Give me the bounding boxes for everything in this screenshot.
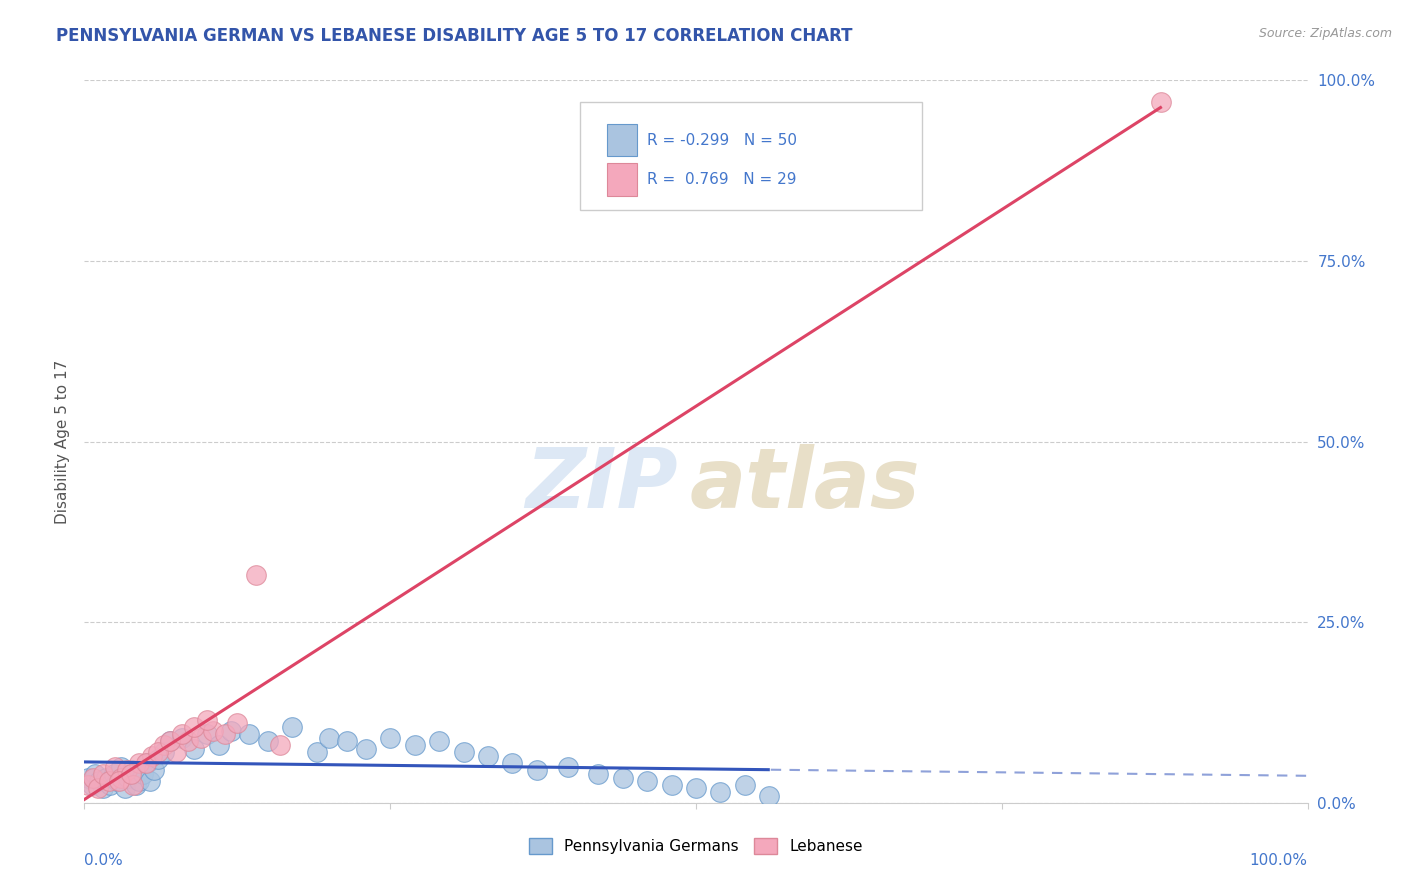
Point	[1150, 95, 1173, 109]
Point	[125, 778, 148, 792]
Point	[238, 727, 260, 741]
Point	[87, 774, 110, 789]
Point	[453, 745, 475, 759]
Point	[557, 760, 579, 774]
Point	[269, 738, 291, 752]
FancyBboxPatch shape	[579, 102, 922, 211]
Point	[526, 764, 548, 778]
Point	[427, 734, 450, 748]
Point	[636, 774, 658, 789]
Text: 0.0%: 0.0%	[84, 854, 124, 869]
Point	[153, 745, 176, 759]
Point	[91, 767, 114, 781]
Point	[141, 748, 163, 763]
Point	[219, 723, 242, 738]
Legend: Pennsylvania Germans, Lebanese: Pennsylvania Germans, Lebanese	[523, 832, 869, 860]
Point	[135, 756, 157, 770]
Point	[146, 752, 169, 766]
Point	[734, 778, 756, 792]
Point	[105, 774, 128, 789]
Point	[612, 771, 634, 785]
Point	[114, 781, 136, 796]
Point	[685, 781, 707, 796]
Text: R =  0.769   N = 29: R = 0.769 N = 29	[647, 172, 797, 187]
Point	[195, 727, 218, 741]
Point	[257, 734, 280, 748]
Point	[135, 756, 157, 770]
Point	[122, 778, 145, 792]
Point	[354, 741, 377, 756]
Text: R = -0.299   N = 50: R = -0.299 N = 50	[647, 133, 797, 148]
Point	[82, 771, 104, 785]
Point	[502, 756, 524, 770]
FancyBboxPatch shape	[606, 124, 637, 156]
Point	[110, 760, 132, 774]
Point	[190, 731, 212, 745]
Point	[104, 760, 127, 774]
Point	[143, 764, 166, 778]
Point	[115, 764, 138, 778]
Point	[120, 767, 142, 781]
Point	[586, 767, 609, 781]
Point	[84, 767, 107, 781]
Point	[96, 771, 118, 785]
Point	[128, 756, 150, 770]
Point	[159, 734, 181, 748]
Point	[195, 713, 218, 727]
Point	[91, 781, 114, 796]
Point	[661, 778, 683, 792]
Point	[172, 727, 194, 741]
Point	[380, 731, 402, 745]
Point	[305, 745, 328, 759]
Point	[77, 778, 100, 792]
Point	[172, 731, 194, 745]
Text: ZIP: ZIP	[524, 444, 678, 525]
Text: atlas: atlas	[690, 444, 921, 525]
Point	[132, 767, 155, 781]
Point	[177, 734, 200, 748]
Text: Source: ZipAtlas.com: Source: ZipAtlas.com	[1258, 27, 1392, 40]
Point	[110, 771, 132, 785]
Point	[77, 771, 100, 785]
Point	[139, 774, 162, 789]
Point	[80, 778, 103, 792]
Point	[165, 745, 187, 759]
Point	[245, 568, 267, 582]
Point	[183, 720, 205, 734]
Point	[709, 785, 731, 799]
Point	[121, 764, 143, 778]
Point	[201, 723, 224, 738]
Point	[98, 778, 121, 792]
Text: 100.0%: 100.0%	[1250, 854, 1308, 869]
Point	[159, 734, 181, 748]
Point	[404, 738, 426, 752]
Point	[758, 789, 780, 803]
Point	[318, 731, 340, 745]
Point	[97, 774, 120, 789]
Point	[208, 738, 231, 752]
Point	[128, 774, 150, 789]
Point	[183, 741, 205, 756]
Point	[107, 774, 129, 789]
Point	[87, 781, 110, 796]
Y-axis label: Disability Age 5 to 17: Disability Age 5 to 17	[55, 359, 70, 524]
Point	[226, 716, 249, 731]
Point	[281, 720, 304, 734]
Point	[146, 745, 169, 759]
Point	[336, 734, 359, 748]
Point	[477, 748, 499, 763]
Point	[117, 771, 139, 785]
Point	[153, 738, 176, 752]
Point	[103, 767, 125, 781]
Point	[214, 727, 236, 741]
FancyBboxPatch shape	[606, 163, 637, 196]
Text: PENNSYLVANIA GERMAN VS LEBANESE DISABILITY AGE 5 TO 17 CORRELATION CHART: PENNSYLVANIA GERMAN VS LEBANESE DISABILI…	[56, 27, 853, 45]
